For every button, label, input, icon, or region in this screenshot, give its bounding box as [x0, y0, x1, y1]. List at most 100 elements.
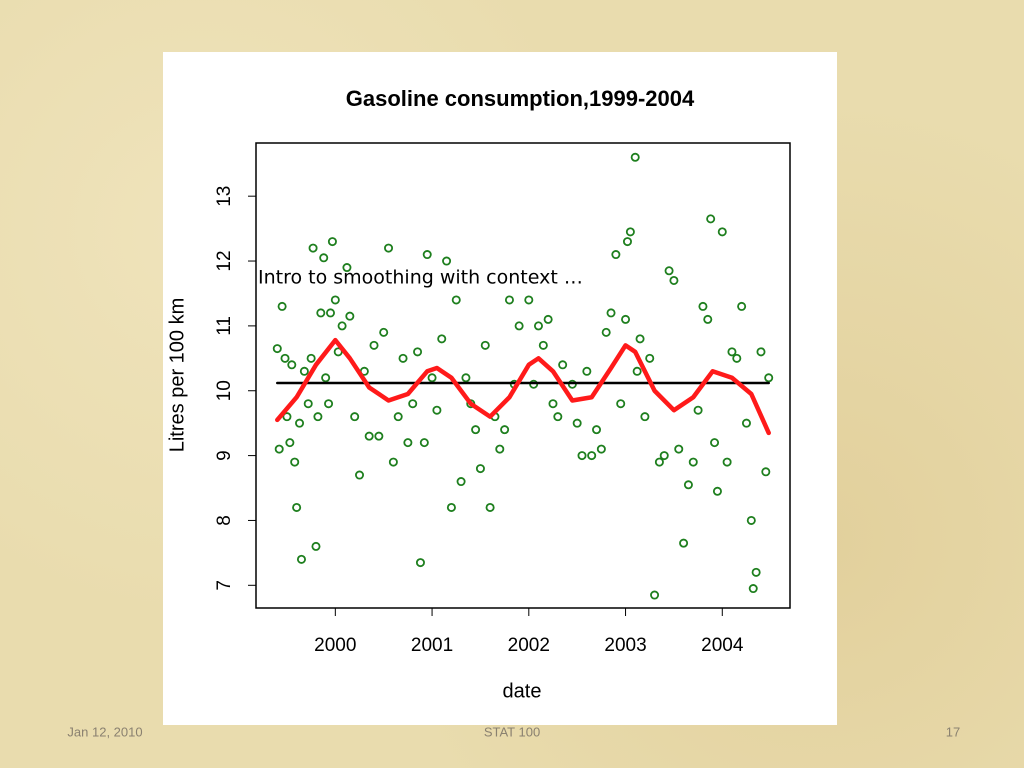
x-tick-label: 2004	[701, 635, 744, 656]
point	[379, 327, 389, 337]
point	[480, 340, 490, 350]
point	[722, 457, 732, 467]
point	[650, 590, 660, 600]
point	[287, 360, 297, 370]
point	[529, 379, 539, 389]
point	[437, 334, 447, 344]
point	[751, 567, 761, 577]
point	[388, 457, 398, 467]
point	[296, 554, 306, 564]
point	[325, 308, 335, 318]
point	[577, 451, 587, 461]
point	[543, 314, 553, 324]
y-tick-label: 9	[214, 450, 235, 461]
point	[330, 295, 340, 305]
slide-page-number: 17	[946, 724, 960, 739]
point	[664, 266, 674, 276]
point	[635, 334, 645, 344]
point	[403, 438, 413, 448]
x-axis-label: date	[503, 680, 542, 702]
plot-frame	[255, 142, 791, 609]
point	[461, 373, 471, 383]
slide-overlay-text: Intro to smoothing with context …	[258, 267, 583, 289]
y-tick-label: 13	[214, 186, 235, 207]
point	[446, 502, 456, 512]
point	[741, 418, 751, 428]
point	[369, 340, 379, 350]
point	[737, 301, 747, 311]
point	[355, 470, 365, 480]
point	[282, 412, 292, 422]
point	[442, 256, 452, 266]
point	[292, 502, 302, 512]
point	[717, 227, 727, 237]
point	[285, 438, 295, 448]
point	[538, 340, 548, 350]
point	[350, 412, 360, 422]
point	[308, 243, 318, 253]
point	[500, 425, 510, 435]
slide-course: STAT 100	[484, 724, 540, 739]
point	[514, 321, 524, 331]
point	[553, 412, 563, 422]
point	[601, 327, 611, 337]
point	[567, 379, 577, 389]
point	[679, 538, 689, 548]
point	[432, 405, 442, 415]
point	[303, 399, 313, 409]
point	[398, 353, 408, 363]
point	[524, 295, 534, 305]
chart-panel	[163, 52, 837, 725]
point	[306, 353, 316, 363]
point	[746, 515, 756, 525]
point	[471, 425, 481, 435]
point	[703, 314, 713, 324]
point	[280, 353, 290, 363]
point	[659, 451, 669, 461]
point	[654, 457, 664, 467]
point	[645, 353, 655, 363]
point	[572, 418, 582, 428]
point	[504, 295, 514, 305]
point	[277, 301, 287, 311]
y-tick-label: 7	[214, 580, 235, 591]
point	[384, 243, 394, 253]
point	[475, 464, 485, 474]
point	[337, 321, 347, 331]
point	[616, 399, 626, 409]
point	[324, 399, 334, 409]
point	[596, 444, 606, 454]
point	[683, 480, 693, 490]
point	[272, 344, 282, 354]
point	[706, 214, 716, 224]
point	[710, 438, 720, 448]
point	[311, 541, 321, 551]
point	[422, 250, 432, 260]
point	[756, 347, 766, 357]
point	[495, 444, 505, 454]
point	[295, 418, 305, 428]
point	[419, 438, 429, 448]
y-axis-label: Litres per 100 km	[166, 298, 188, 453]
point	[621, 314, 631, 324]
point	[374, 431, 384, 441]
point	[712, 486, 722, 496]
point	[485, 502, 495, 512]
point	[321, 373, 331, 383]
point	[674, 444, 684, 454]
x-tick-label: 2001	[411, 635, 453, 656]
point	[688, 457, 698, 467]
point	[316, 308, 326, 318]
point	[587, 451, 597, 461]
point	[727, 347, 737, 357]
point	[625, 227, 635, 237]
point	[415, 558, 425, 568]
chart-title: Gasoline consumption,1999-2004	[346, 86, 695, 111]
point	[606, 308, 616, 318]
point	[669, 275, 679, 285]
point	[630, 152, 640, 162]
point	[548, 399, 558, 409]
slide-date: Jan 12, 2010	[67, 724, 142, 739]
point	[393, 412, 403, 422]
